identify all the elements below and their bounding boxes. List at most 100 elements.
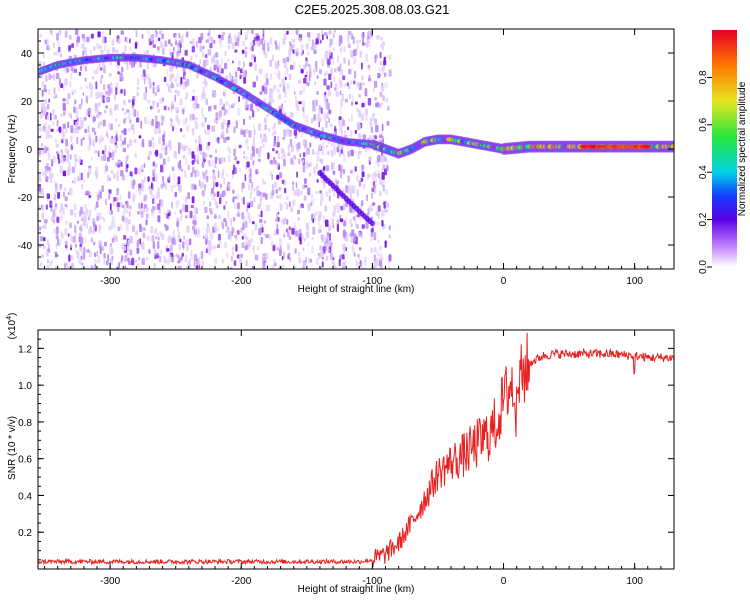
noise-speck — [191, 127, 194, 134]
noise-speck — [263, 136, 268, 142]
noise-speck — [129, 46, 131, 50]
noise-speck — [327, 90, 332, 97]
noise-speck — [258, 228, 262, 236]
noise-speck — [67, 191, 70, 196]
noise-speck — [171, 166, 175, 172]
noise-speck — [289, 114, 292, 118]
noise-speck — [386, 121, 390, 126]
noise-speck — [136, 248, 140, 254]
noise-speck — [336, 219, 339, 225]
noise-speck — [305, 257, 308, 264]
noise-speck — [288, 226, 291, 231]
noise-speck — [152, 103, 155, 110]
noise-speck — [73, 127, 76, 134]
noise-speck — [250, 42, 254, 47]
noise-speck — [78, 258, 82, 265]
noise-speck — [128, 260, 132, 266]
noise-speck — [344, 130, 346, 134]
noise-speck — [283, 234, 286, 238]
noise-speck — [190, 255, 194, 261]
noise-speck — [68, 162, 71, 170]
noise-speck — [185, 125, 190, 132]
noise-speck — [146, 256, 149, 261]
noise-speck — [377, 173, 381, 179]
noise-speck — [108, 122, 110, 130]
noise-speck — [287, 245, 290, 251]
noise-speck — [229, 75, 232, 81]
noise-speck — [56, 216, 60, 223]
noise-speck — [103, 218, 105, 222]
noise-speck — [147, 120, 151, 125]
noise-speck — [378, 253, 382, 261]
noise-speck — [220, 68, 224, 74]
noise-speck — [193, 220, 197, 226]
noise-speck — [327, 141, 331, 145]
noise-speck — [50, 216, 54, 221]
noise-speck — [326, 35, 328, 40]
noise-speck — [168, 254, 172, 263]
noise-speck — [261, 137, 264, 144]
noise-speck — [46, 193, 50, 199]
noise-speck — [207, 226, 211, 233]
noise-speck — [256, 107, 260, 112]
noise-speck — [324, 72, 327, 77]
noise-speck — [167, 107, 170, 111]
snr-plot-area — [38, 332, 674, 568]
noise-speck — [231, 42, 235, 49]
noise-speck — [157, 46, 160, 51]
noise-speck — [221, 34, 224, 41]
noise-speck — [260, 68, 263, 76]
noise-speck — [253, 56, 256, 63]
noise-speck — [76, 35, 80, 44]
noise-speck — [38, 204, 41, 210]
snr-y-axis-title: SNR (10 * v/v) — [7, 416, 18, 480]
noise-speck — [170, 245, 173, 250]
colorbar-title: Normalized spectral amplitude — [737, 81, 748, 216]
noise-speck — [57, 238, 59, 246]
noise-speck — [63, 191, 65, 198]
noise-speck — [262, 192, 266, 198]
noise-speck — [339, 80, 343, 88]
noise-speck — [361, 102, 365, 108]
noise-speck — [157, 187, 160, 193]
noise-speck — [306, 147, 310, 155]
noise-speck — [199, 58, 202, 65]
noise-speck — [284, 37, 286, 44]
noise-speck — [301, 234, 304, 241]
noise-speck — [131, 104, 134, 109]
noise-speck — [134, 259, 137, 263]
noise-speck — [136, 110, 139, 117]
noise-speck — [54, 211, 57, 219]
noise-speck — [225, 229, 230, 234]
noise-speck — [377, 163, 380, 167]
noise-speck — [54, 207, 56, 211]
noise-speck — [109, 224, 112, 230]
noise-speck — [388, 266, 390, 269]
noise-speck — [150, 226, 154, 234]
noise-speck — [157, 237, 160, 241]
noise-speck — [56, 128, 59, 132]
noise-speck — [129, 249, 133, 256]
noise-speck — [63, 186, 67, 192]
noise-speck — [342, 247, 346, 254]
noise-speck — [45, 204, 48, 210]
noise-speck — [335, 266, 337, 269]
noise-speck — [286, 30, 289, 35]
noise-speck — [347, 40, 350, 47]
noise-speck — [64, 263, 66, 269]
noise-speck — [318, 106, 320, 115]
noise-speck — [142, 232, 146, 237]
noise-speck — [314, 151, 317, 155]
noise-speck — [53, 52, 57, 56]
noise-speck — [248, 130, 252, 138]
noise-speck — [204, 128, 207, 135]
noise-speck — [300, 51, 303, 57]
noise-speck — [354, 214, 358, 218]
noise-speck — [143, 163, 146, 169]
noise-speck — [203, 200, 205, 205]
noise-speck — [188, 147, 192, 156]
noise-speck — [253, 187, 256, 192]
noise-speck — [350, 223, 353, 228]
noise-speck — [361, 82, 365, 86]
noise-speck — [343, 220, 346, 227]
